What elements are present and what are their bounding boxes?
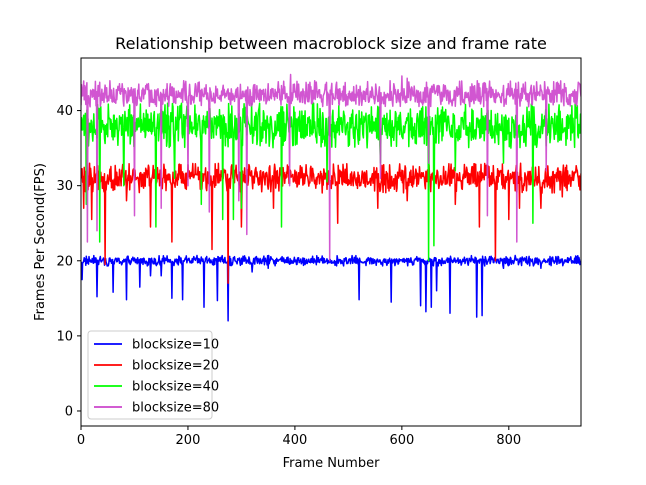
y-tick-label: 0 [65,404,73,419]
y-tick-label: 30 [56,179,73,194]
x-tick-label: 200 [176,433,201,448]
x-axis-label: Frame Number [283,456,381,471]
legend-label: blocksize=40 [132,380,219,395]
x-tick-label: 0 [77,433,85,448]
series-line-blocksize-40 [81,102,581,262]
y-tick-label: 10 [56,329,73,344]
legend-label: blocksize=10 [132,338,219,353]
axes-frame [80,57,582,427]
x-tick-label: 600 [389,433,414,448]
legend-box [87,330,213,420]
y-tick-label: 40 [56,104,73,119]
series-line-blocksize-20 [81,162,581,285]
series-line-blocksize-10 [81,254,581,322]
legend: blocksize=10 blocksize=20 blocksize=40 bloc… [87,330,219,420]
x-tick-label: 400 [282,433,307,448]
legend-label: blocksize=20 [132,359,219,374]
series-line-blocksize-80 [81,73,581,262]
axis-ticks: 0 200 400 600 800 0 10 20 30 40 [56,104,521,448]
chart-title: Relationship between macroblock size and… [115,34,547,53]
y-axis-label: Frames Per Second(FPS) [33,163,48,321]
y-tick-label: 20 [56,254,73,269]
plot-area [81,73,581,322]
legend-label: blocksize=80 [132,401,219,416]
x-tick-label: 800 [496,433,521,448]
